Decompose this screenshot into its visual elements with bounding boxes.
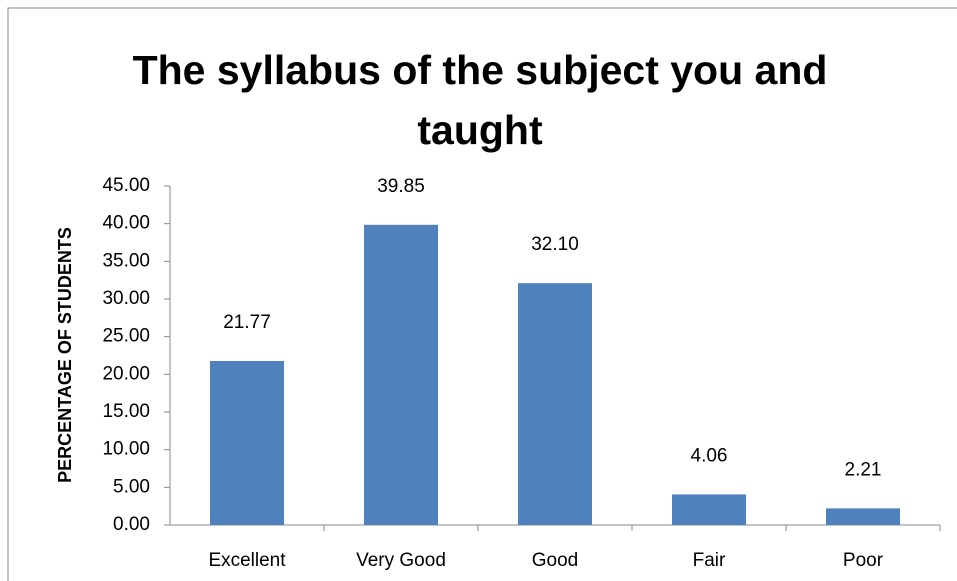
bar <box>672 494 746 525</box>
data-label: 32.10 <box>531 234 579 255</box>
y-tick-label: 20.00 <box>102 363 150 384</box>
data-label: 21.77 <box>223 312 271 333</box>
bar <box>210 360 284 525</box>
y-tick-label: 30.00 <box>102 288 150 309</box>
x-tick-label: Good <box>532 550 578 571</box>
y-tick-label: 40.00 <box>102 213 150 234</box>
x-tick-label: Very Good <box>356 550 446 571</box>
y-tick-label: 25.00 <box>102 326 150 347</box>
data-label: 4.06 <box>691 445 728 466</box>
y-tick-label: 5.00 <box>113 476 150 497</box>
y-tick-label: 10.00 <box>102 439 150 460</box>
y-tick-label: 45.00 <box>102 175 150 196</box>
y-tick-label: 15.00 <box>102 401 150 422</box>
bar <box>518 283 592 525</box>
y-tick-label: 35.00 <box>102 250 150 271</box>
x-tick-label: Excellent <box>208 550 286 571</box>
y-tick-label: 0.00 <box>113 514 150 535</box>
bar <box>364 224 438 525</box>
bar <box>826 508 900 525</box>
chart-title: The syllabus of the subject you and taug… <box>132 47 828 153</box>
y-axis-label: PERCENTAGE OF STUDENTS <box>55 227 75 483</box>
x-tick-label: Fair <box>693 550 726 571</box>
data-label: 39.85 <box>377 176 425 197</box>
x-tick-label: Poor <box>843 550 884 571</box>
chart-border <box>7 7 957 581</box>
data-label: 2.21 <box>845 459 882 480</box>
